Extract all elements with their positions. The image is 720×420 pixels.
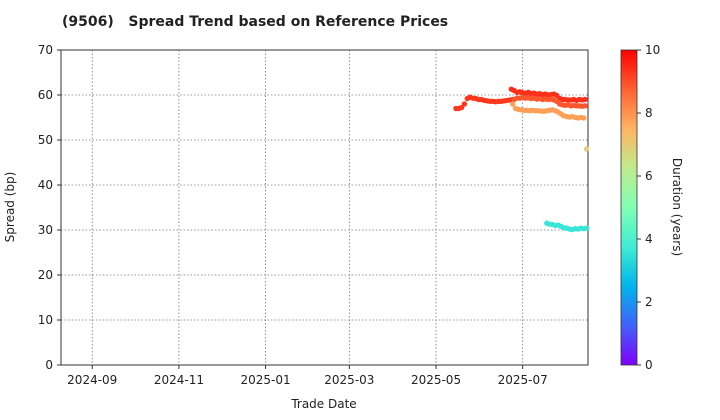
x-tick-label: 2025-01 xyxy=(240,373,290,387)
colorbar-ticks: 0 2 4 6 8 10 xyxy=(637,43,660,372)
colorbar-tick-label: 2 xyxy=(645,295,653,309)
y-tick-label: 60 xyxy=(38,88,53,102)
x-tick-label: 2025-05 xyxy=(411,373,461,387)
data-point xyxy=(581,115,587,121)
data-point xyxy=(582,103,588,109)
colorbar xyxy=(620,49,638,366)
grid-lines xyxy=(61,50,588,365)
x-tick-label: 2024-11 xyxy=(154,373,204,387)
scatter-points xyxy=(453,86,590,233)
colorbar-tick-label: 0 xyxy=(645,358,653,372)
y-tick-label: 40 xyxy=(38,178,53,192)
plot-area-frame xyxy=(60,49,589,366)
colorbar-tick-label: 8 xyxy=(645,106,653,120)
x-tick-label: 2025-07 xyxy=(498,373,548,387)
colorbar-title: Duration (years) xyxy=(670,158,684,256)
x-tick-label: 2025-03 xyxy=(324,373,374,387)
x-axis-title: Trade Date xyxy=(290,397,356,411)
data-point xyxy=(510,101,516,107)
chart-title: (9506) Spread Trend based on Reference P… xyxy=(62,14,448,30)
y-tick-label: 10 xyxy=(38,313,53,327)
data-point xyxy=(461,101,468,107)
y-tick-label: 50 xyxy=(38,133,53,147)
data-point xyxy=(583,146,590,152)
colorbar-tick-label: 6 xyxy=(645,169,653,183)
y-tick-label: 0 xyxy=(45,358,53,372)
x-tick-label: 2024-09 xyxy=(67,373,117,387)
y-tick-label: 20 xyxy=(38,268,53,282)
colorbar-tick-label: 4 xyxy=(645,232,653,246)
axis-ticks: 2024-09 2024-11 2025-01 2025-03 2025-05 2025-… xyxy=(38,43,548,387)
data-point xyxy=(582,96,588,103)
colorbar-tick-label: 10 xyxy=(645,43,660,57)
y-tick-label: 30 xyxy=(38,223,53,237)
data-point xyxy=(583,225,590,231)
y-tick-label: 70 xyxy=(38,43,53,57)
y-axis-title: Spread (bp) xyxy=(3,172,17,243)
